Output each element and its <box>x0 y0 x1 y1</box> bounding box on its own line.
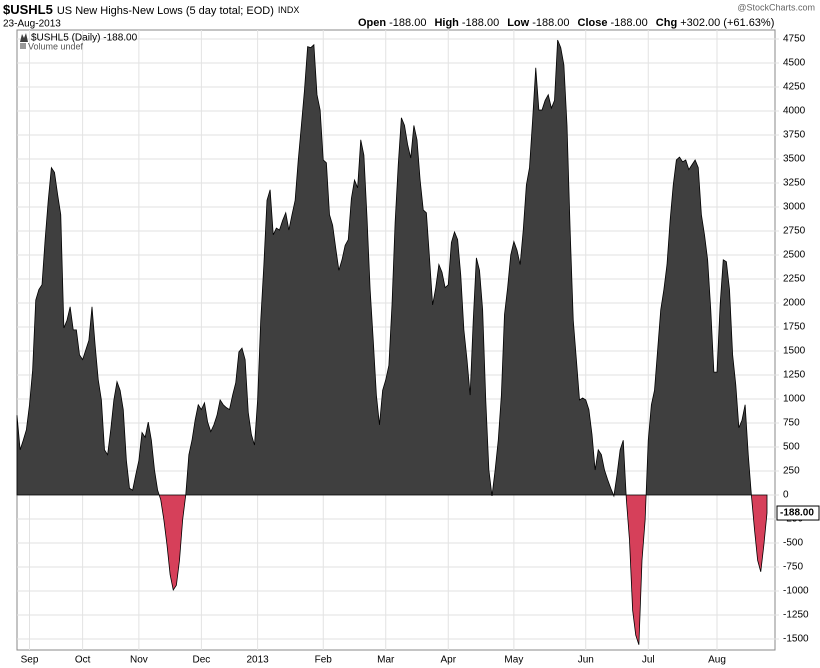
y-tick-label: 3500 <box>783 154 806 165</box>
quote-label: Low <box>507 17 529 29</box>
y-tick-label: 2000 <box>783 298 806 309</box>
x-tick-label: Feb <box>315 655 333 666</box>
header-title: $USHL5 US New Highs-New Lows (5 day total… <box>3 2 299 17</box>
y-tick-label: 250 <box>783 466 800 477</box>
y-tick-label: 2250 <box>783 274 806 285</box>
y-tick-label: 1000 <box>783 394 806 405</box>
volume-icon <box>20 43 26 49</box>
y-tick-label: 1500 <box>783 346 806 357</box>
title: $USHL5 <box>3 2 53 17</box>
y-tick-label: 4750 <box>783 34 806 45</box>
subtitle: US New Highs-New Lows (5 day total; EOD) <box>57 5 274 17</box>
x-tick-label: Jul <box>642 655 655 666</box>
quote-label: Chg <box>656 17 677 29</box>
exchange: INDX <box>278 5 300 15</box>
y-tick-label: 1750 <box>783 322 806 333</box>
y-tick-label: 750 <box>783 418 800 429</box>
y-tick-label: 3000 <box>783 202 806 213</box>
last-value-label: -188.00 <box>780 508 814 519</box>
y-tick-label: 4500 <box>783 58 806 69</box>
x-tick-label: Nov <box>130 655 148 666</box>
area <box>16 39 768 645</box>
quote-value: -188.00 <box>462 17 499 29</box>
y-tick-label: 1250 <box>783 370 806 381</box>
y-tick-label: -750 <box>783 562 803 573</box>
quote-label: Open <box>358 17 386 29</box>
credit: @StockCharts.com <box>737 2 815 12</box>
y-tick-label: 3750 <box>783 130 806 141</box>
legend-entry: $USHL5 (Daily) -188.00 <box>31 33 138 44</box>
volume-note: Volume undef <box>28 41 84 51</box>
y-tick-label: 2750 <box>783 226 806 237</box>
y-tick-label: -1500 <box>783 634 809 645</box>
x-tick-label: 2013 <box>247 655 270 666</box>
quote-value: -188.00 <box>610 17 647 29</box>
x-tick-label: May <box>504 655 523 666</box>
quote-value: -188.00 <box>389 17 426 29</box>
x-tick-label: Mar <box>377 655 395 666</box>
x-tick-label: Jun <box>578 655 594 666</box>
y-tick-label: 0 <box>783 490 789 501</box>
last-value-box <box>776 505 820 521</box>
y-tick-label: 4000 <box>783 106 806 117</box>
quote: Open -188.00 High -188.00 Low -188.00 Close -18… <box>358 17 774 29</box>
y-tick-label: -1000 <box>783 586 809 597</box>
y-tick-label: 2500 <box>783 250 806 261</box>
y-tick-label: 3250 <box>783 178 806 189</box>
date: 23-Aug-2013 <box>3 19 61 30</box>
y-tick-label: -1250 <box>783 610 809 621</box>
x-tick-label: Sep <box>21 655 39 666</box>
x-tick-label: Oct <box>75 655 91 666</box>
quote-value: -188.00 <box>532 17 569 29</box>
quote-label: Close <box>578 17 608 29</box>
y-tick-label: 4250 <box>783 82 806 93</box>
x-tick-label: Aug <box>708 655 726 666</box>
legend-icon <box>20 33 28 42</box>
y-tick-label: -500 <box>783 538 803 549</box>
y-tick-label: 500 <box>783 442 800 453</box>
x-tick-label: Dec <box>192 655 210 666</box>
quote-value: +302.00 (+61.63%) <box>680 17 774 29</box>
quote-label: High <box>434 17 459 29</box>
x-tick-label: Apr <box>440 655 456 666</box>
